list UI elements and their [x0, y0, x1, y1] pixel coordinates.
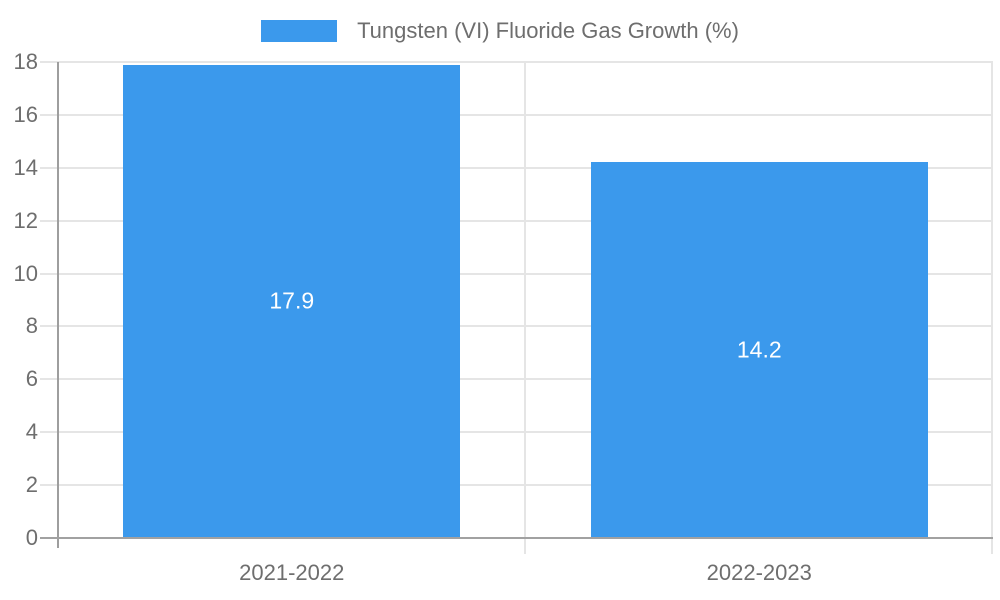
- plot-area: 17.9 14.2: [58, 62, 993, 538]
- y-tick-label: 6: [25, 366, 38, 392]
- plot-right-border: [991, 62, 993, 554]
- legend-swatch: [261, 20, 338, 42]
- y-tick-label: 18: [13, 49, 38, 74]
- bar-value-label: 14.2: [736, 336, 782, 363]
- y-tick-label: 10: [13, 260, 38, 286]
- gridline: [40, 325, 993, 328]
- bar[interactable]: [123, 65, 460, 537]
- gridline: [40, 484, 993, 487]
- y-tick-label: 2: [25, 472, 38, 498]
- gridline: [40, 61, 993, 63]
- gridline: [40, 431, 993, 434]
- bar[interactable]: [591, 162, 928, 537]
- y-tick-label: 8: [25, 313, 38, 339]
- y-tick-label: 0: [25, 525, 38, 550]
- y-tick-label: 16: [13, 101, 38, 127]
- legend[interactable]: Tungsten (VI) Fluoride Gas Growth (%): [0, 17, 1000, 45]
- bar-value-label: 17.9: [269, 287, 315, 314]
- y-tick-label: 14: [13, 154, 38, 180]
- legend-label: Tungsten (VI) Fluoride Gas Growth (%): [357, 18, 739, 43]
- gridline: [40, 378, 993, 381]
- gridline: [40, 113, 993, 116]
- y-tick-label: 12: [13, 207, 38, 233]
- gridline: [40, 272, 993, 275]
- y-tick-label: 4: [25, 419, 38, 445]
- x-tick-label: 2022-2023: [706, 560, 812, 585]
- gridline: [40, 166, 993, 169]
- x-tick-label: 2021-2022: [239, 560, 345, 585]
- x-axis-line: [40, 537, 993, 539]
- category-divider-line: [523, 62, 526, 554]
- y-axis-line: [57, 62, 59, 548]
- gridline: [40, 219, 993, 222]
